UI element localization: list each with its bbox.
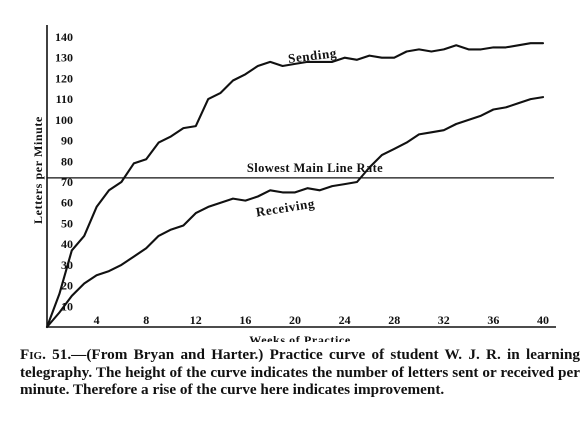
caption-text: —(From Bryan and Harter.) Practice curve…: [20, 346, 580, 398]
y-tick-label: 130: [55, 51, 73, 65]
x-tick-label: 8: [143, 313, 149, 327]
reference-line-group: Slowest Main Line Rate: [47, 161, 554, 179]
x-tick-label: 28: [388, 313, 400, 327]
y-tick-label: 140: [55, 30, 73, 44]
x-tick-label: 20: [289, 313, 301, 327]
y-tick-label: 70: [61, 175, 73, 189]
x-tick-label: 40: [537, 313, 549, 327]
x-axis-title: Weeks of Practice: [249, 333, 351, 342]
x-tick-label: 24: [339, 313, 351, 327]
y-tick-label: 50: [61, 216, 73, 230]
y-tick-label: 110: [56, 92, 73, 106]
y-tick-label: 120: [55, 71, 73, 85]
x-tick-labels: 4 8 12 16 20 24 28 32 36 40: [94, 313, 549, 327]
y-tick-label: 80: [61, 154, 73, 168]
practice-curve-chart: 4 8 12 16 20 24 28 32 36 40 102030405060708090100…: [31, 25, 556, 342]
y-tick-label: 20: [61, 279, 73, 293]
y-tick-label: 40: [61, 237, 73, 251]
y-axis-title: Letters per Minute: [31, 116, 45, 224]
series-label-receiving: Receiving: [255, 195, 316, 219]
axes: [46, 25, 556, 328]
series-label-sending: Sending: [287, 45, 337, 66]
figure-caption: Fig. 51.—(From Bryan and Harter.) Practi…: [20, 346, 580, 399]
series-lines: Sending Receiving: [45, 42, 545, 329]
x-tick-label: 12: [190, 313, 202, 327]
y-tick-label: 90: [61, 134, 73, 148]
x-tick-label: 4: [94, 313, 100, 327]
x-tick-label: 36: [487, 313, 499, 327]
x-tick-label: 32: [438, 313, 450, 327]
caption-lead: Fig. 51.: [20, 346, 72, 363]
reference-line-label: Slowest Main Line Rate: [247, 161, 383, 175]
series-line-receiving: [45, 96, 545, 329]
series-line-sending: [45, 42, 545, 329]
y-tick-label: 60: [61, 196, 73, 210]
y-tick-label: 10: [61, 299, 73, 313]
y-tick-label: 100: [55, 113, 73, 127]
x-tick-label: 16: [239, 313, 251, 327]
